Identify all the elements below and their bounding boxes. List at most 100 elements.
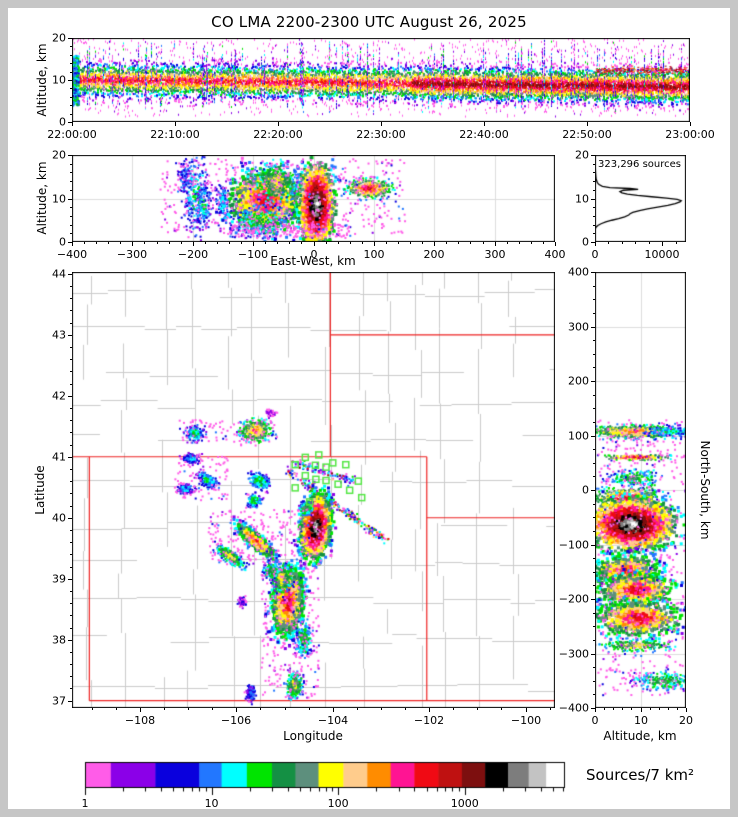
tick-label: −300 (116, 248, 148, 261)
tick-mark (593, 216, 595, 217)
tick-mark (649, 242, 650, 244)
tick-mark (593, 640, 595, 641)
tick-label: 0 (591, 248, 599, 261)
tick-mark (446, 242, 447, 244)
tick-label: 200 (568, 374, 589, 388)
tick-label: 41 (52, 450, 66, 464)
tick-label: 100 (327, 797, 349, 810)
tick-label: 22:30:00 (356, 128, 406, 141)
tick-mark (543, 242, 544, 244)
tick-mark (591, 327, 595, 328)
tick-mark (70, 615, 72, 616)
tick-mark (217, 242, 218, 244)
tick-mark (70, 652, 72, 653)
tick-label: 200 (423, 248, 445, 261)
tick-mark (676, 242, 677, 244)
tick-label: 20 (52, 148, 66, 162)
tick-label: 22:40:00 (459, 128, 509, 141)
tick-mark (277, 242, 278, 244)
tick-mark (144, 242, 145, 244)
tick-mark (70, 530, 72, 531)
tick-mark (70, 46, 72, 47)
tick-label: 10 (575, 192, 589, 206)
tick-mark (591, 599, 595, 600)
tick-label: 1000 (450, 797, 479, 810)
tick-mark (314, 242, 315, 246)
tick-mark (70, 359, 72, 360)
tick-label: 400 (544, 248, 566, 261)
tick-mark (70, 432, 72, 433)
tick-mark (422, 242, 423, 244)
tick-mark (175, 122, 176, 126)
tick-mark (301, 242, 302, 244)
tick-mark (386, 242, 387, 244)
tick-mark (188, 708, 189, 710)
tick-mark (587, 122, 588, 126)
tick-label: 22:00:00 (47, 128, 97, 141)
tick-mark (70, 481, 72, 482)
tick-mark (253, 242, 254, 246)
tick-mark (92, 708, 93, 710)
tick-mark (398, 242, 399, 244)
tick-label: 1 (81, 797, 89, 810)
tick-mark (289, 242, 290, 244)
tick-mark (686, 708, 687, 712)
tick-mark (68, 579, 72, 580)
tick-mark (591, 490, 595, 491)
tick-mark (70, 567, 72, 568)
tick-mark (68, 199, 72, 200)
tick-label: 300 (568, 320, 589, 334)
histogram-canvas (595, 155, 686, 242)
north-south-y-axis-title: North-South, km (698, 440, 712, 540)
tick-mark (357, 708, 358, 710)
tick-mark (593, 408, 595, 409)
tick-mark (68, 274, 72, 275)
colorbar-canvas (84, 760, 566, 804)
tick-mark (70, 676, 72, 677)
tick-mark (593, 694, 595, 695)
tick-label: −400 (56, 248, 88, 261)
tick-mark (70, 55, 72, 56)
tick-mark (116, 708, 117, 710)
tick-label: 37 (52, 694, 66, 708)
tick-label: −102 (413, 714, 445, 727)
tick-mark (68, 242, 72, 243)
tick-mark (70, 72, 72, 73)
tick-label: 43 (52, 328, 66, 342)
tick-mark (70, 554, 72, 555)
tick-label: 22:50:00 (562, 128, 612, 141)
tick-mark (68, 457, 72, 458)
tick-mark (593, 164, 595, 165)
tick-mark (70, 603, 72, 604)
tick-label: 100 (363, 248, 385, 261)
tick-label: 300 (484, 248, 506, 261)
tick-mark (68, 701, 72, 702)
tick-mark (690, 122, 691, 126)
tick-mark (381, 708, 382, 710)
tick-mark (434, 242, 435, 246)
tick-label: 10 (52, 73, 66, 87)
tick-mark (593, 299, 595, 300)
tick-mark (381, 122, 382, 126)
tick-mark (635, 242, 636, 244)
tick-mark (591, 381, 595, 382)
tick-mark (70, 225, 72, 226)
tick-mark (641, 708, 642, 712)
east-west-canvas (72, 155, 555, 242)
tick-label: −200 (558, 592, 589, 606)
tick-mark (84, 242, 85, 244)
tick-mark (662, 242, 663, 246)
tick-mark (70, 347, 72, 348)
tick-mark (68, 518, 72, 519)
tick-mark (593, 422, 595, 423)
tick-mark (593, 207, 595, 208)
tick-label: −108 (124, 714, 156, 727)
tick-mark (593, 463, 595, 464)
tick-mark (157, 242, 158, 244)
tick-mark (68, 335, 72, 336)
tick-mark (309, 708, 310, 710)
tick-mark (70, 408, 72, 409)
tick-mark (362, 242, 363, 244)
tick-mark (70, 628, 72, 629)
tick-mark (229, 242, 230, 244)
